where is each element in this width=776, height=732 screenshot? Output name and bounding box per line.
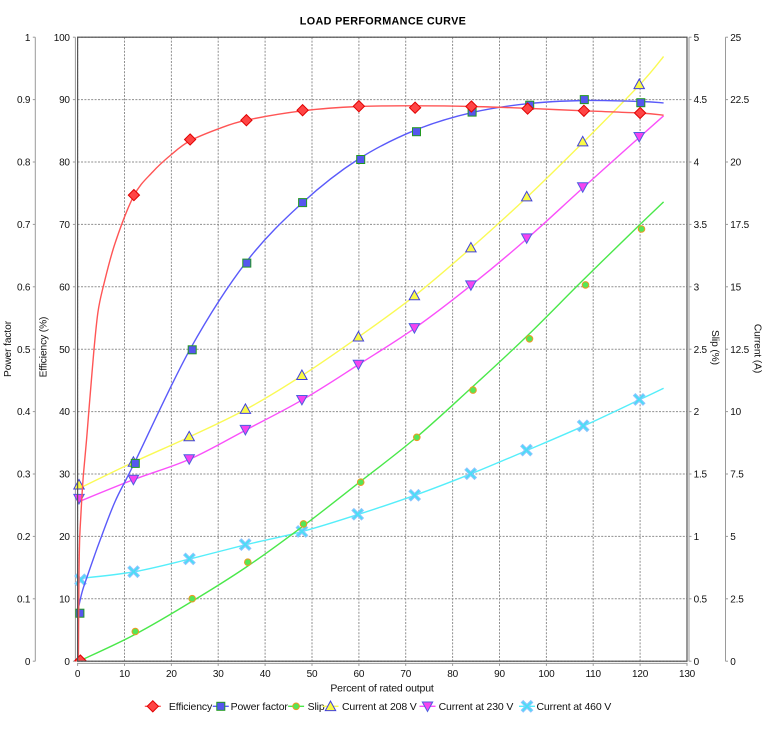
svg-text:2: 2	[694, 407, 700, 418]
svg-text:0: 0	[64, 657, 70, 668]
svg-text:5: 5	[694, 33, 700, 44]
svg-text:4: 4	[694, 158, 700, 169]
svg-text:0.5: 0.5	[694, 594, 708, 605]
svg-text:0.7: 0.7	[17, 220, 31, 231]
svg-text:0: 0	[694, 657, 700, 668]
svg-text:90: 90	[494, 669, 505, 680]
svg-text:0.8: 0.8	[17, 158, 31, 169]
svg-text:Power factor: Power factor	[3, 320, 14, 377]
svg-text:20: 20	[730, 158, 741, 169]
svg-text:130: 130	[679, 669, 696, 680]
svg-text:0.3: 0.3	[17, 470, 31, 481]
svg-text:10: 10	[59, 594, 70, 605]
svg-text:80: 80	[59, 158, 70, 169]
svg-text:Current at 460 V: Current at 460 V	[537, 701, 612, 713]
svg-text:0.9: 0.9	[17, 95, 31, 106]
svg-text:30: 30	[59, 470, 70, 481]
svg-text:70: 70	[400, 669, 411, 680]
svg-text:Percent of rated output: Percent of rated output	[330, 682, 434, 694]
svg-text:50: 50	[59, 345, 70, 356]
svg-text:20: 20	[59, 532, 70, 543]
svg-text:4.5: 4.5	[694, 95, 708, 106]
svg-text:0.4: 0.4	[17, 407, 31, 418]
svg-text:2.5: 2.5	[730, 594, 744, 605]
svg-text:10: 10	[119, 669, 130, 680]
svg-text:Efficiency (%): Efficiency (%)	[38, 317, 49, 378]
svg-text:Current (A): Current (A)	[751, 324, 762, 373]
svg-text:40: 40	[59, 407, 70, 418]
svg-text:0.6: 0.6	[17, 282, 31, 293]
svg-text:Power factor: Power factor	[231, 701, 289, 713]
svg-text:Current at 230 V: Current at 230 V	[439, 701, 514, 713]
svg-text:0: 0	[25, 657, 31, 668]
svg-text:100: 100	[54, 33, 71, 44]
svg-text:70: 70	[59, 220, 70, 231]
svg-text:7.5: 7.5	[730, 470, 744, 481]
svg-text:22.5: 22.5	[730, 95, 749, 106]
svg-text:0: 0	[75, 669, 81, 680]
svg-text:80: 80	[447, 669, 458, 680]
svg-text:0.1: 0.1	[17, 594, 31, 605]
svg-text:Slip (%): Slip (%)	[709, 330, 720, 365]
svg-text:0: 0	[730, 657, 736, 668]
svg-text:30: 30	[213, 669, 224, 680]
svg-text:12.5: 12.5	[730, 345, 749, 356]
svg-text:1: 1	[25, 33, 31, 44]
svg-text:Slip: Slip	[308, 701, 325, 713]
svg-text:20: 20	[166, 669, 177, 680]
svg-text:120: 120	[632, 669, 649, 680]
svg-text:0.5: 0.5	[17, 345, 31, 356]
svg-text:90: 90	[59, 95, 70, 106]
svg-text:5: 5	[730, 532, 736, 543]
svg-text:Efficiency: Efficiency	[169, 701, 213, 713]
svg-text:0.2: 0.2	[17, 532, 31, 543]
svg-text:LOAD PERFORMANCE CURVE: LOAD PERFORMANCE CURVE	[300, 16, 466, 28]
svg-text:17.5: 17.5	[730, 220, 749, 231]
svg-text:15: 15	[730, 282, 741, 293]
svg-text:1.5: 1.5	[694, 470, 708, 481]
svg-text:Current at 208 V: Current at 208 V	[342, 701, 417, 713]
svg-text:3: 3	[694, 282, 700, 293]
svg-text:1: 1	[694, 532, 700, 543]
svg-text:60: 60	[59, 282, 70, 293]
svg-text:100: 100	[538, 669, 555, 680]
svg-text:25: 25	[730, 33, 741, 44]
svg-text:10: 10	[730, 407, 741, 418]
svg-text:2.5: 2.5	[694, 345, 708, 356]
svg-text:110: 110	[586, 669, 602, 680]
svg-text:60: 60	[354, 669, 365, 680]
svg-text:50: 50	[307, 669, 318, 680]
svg-text:3.5: 3.5	[694, 220, 708, 231]
svg-text:40: 40	[260, 669, 271, 680]
